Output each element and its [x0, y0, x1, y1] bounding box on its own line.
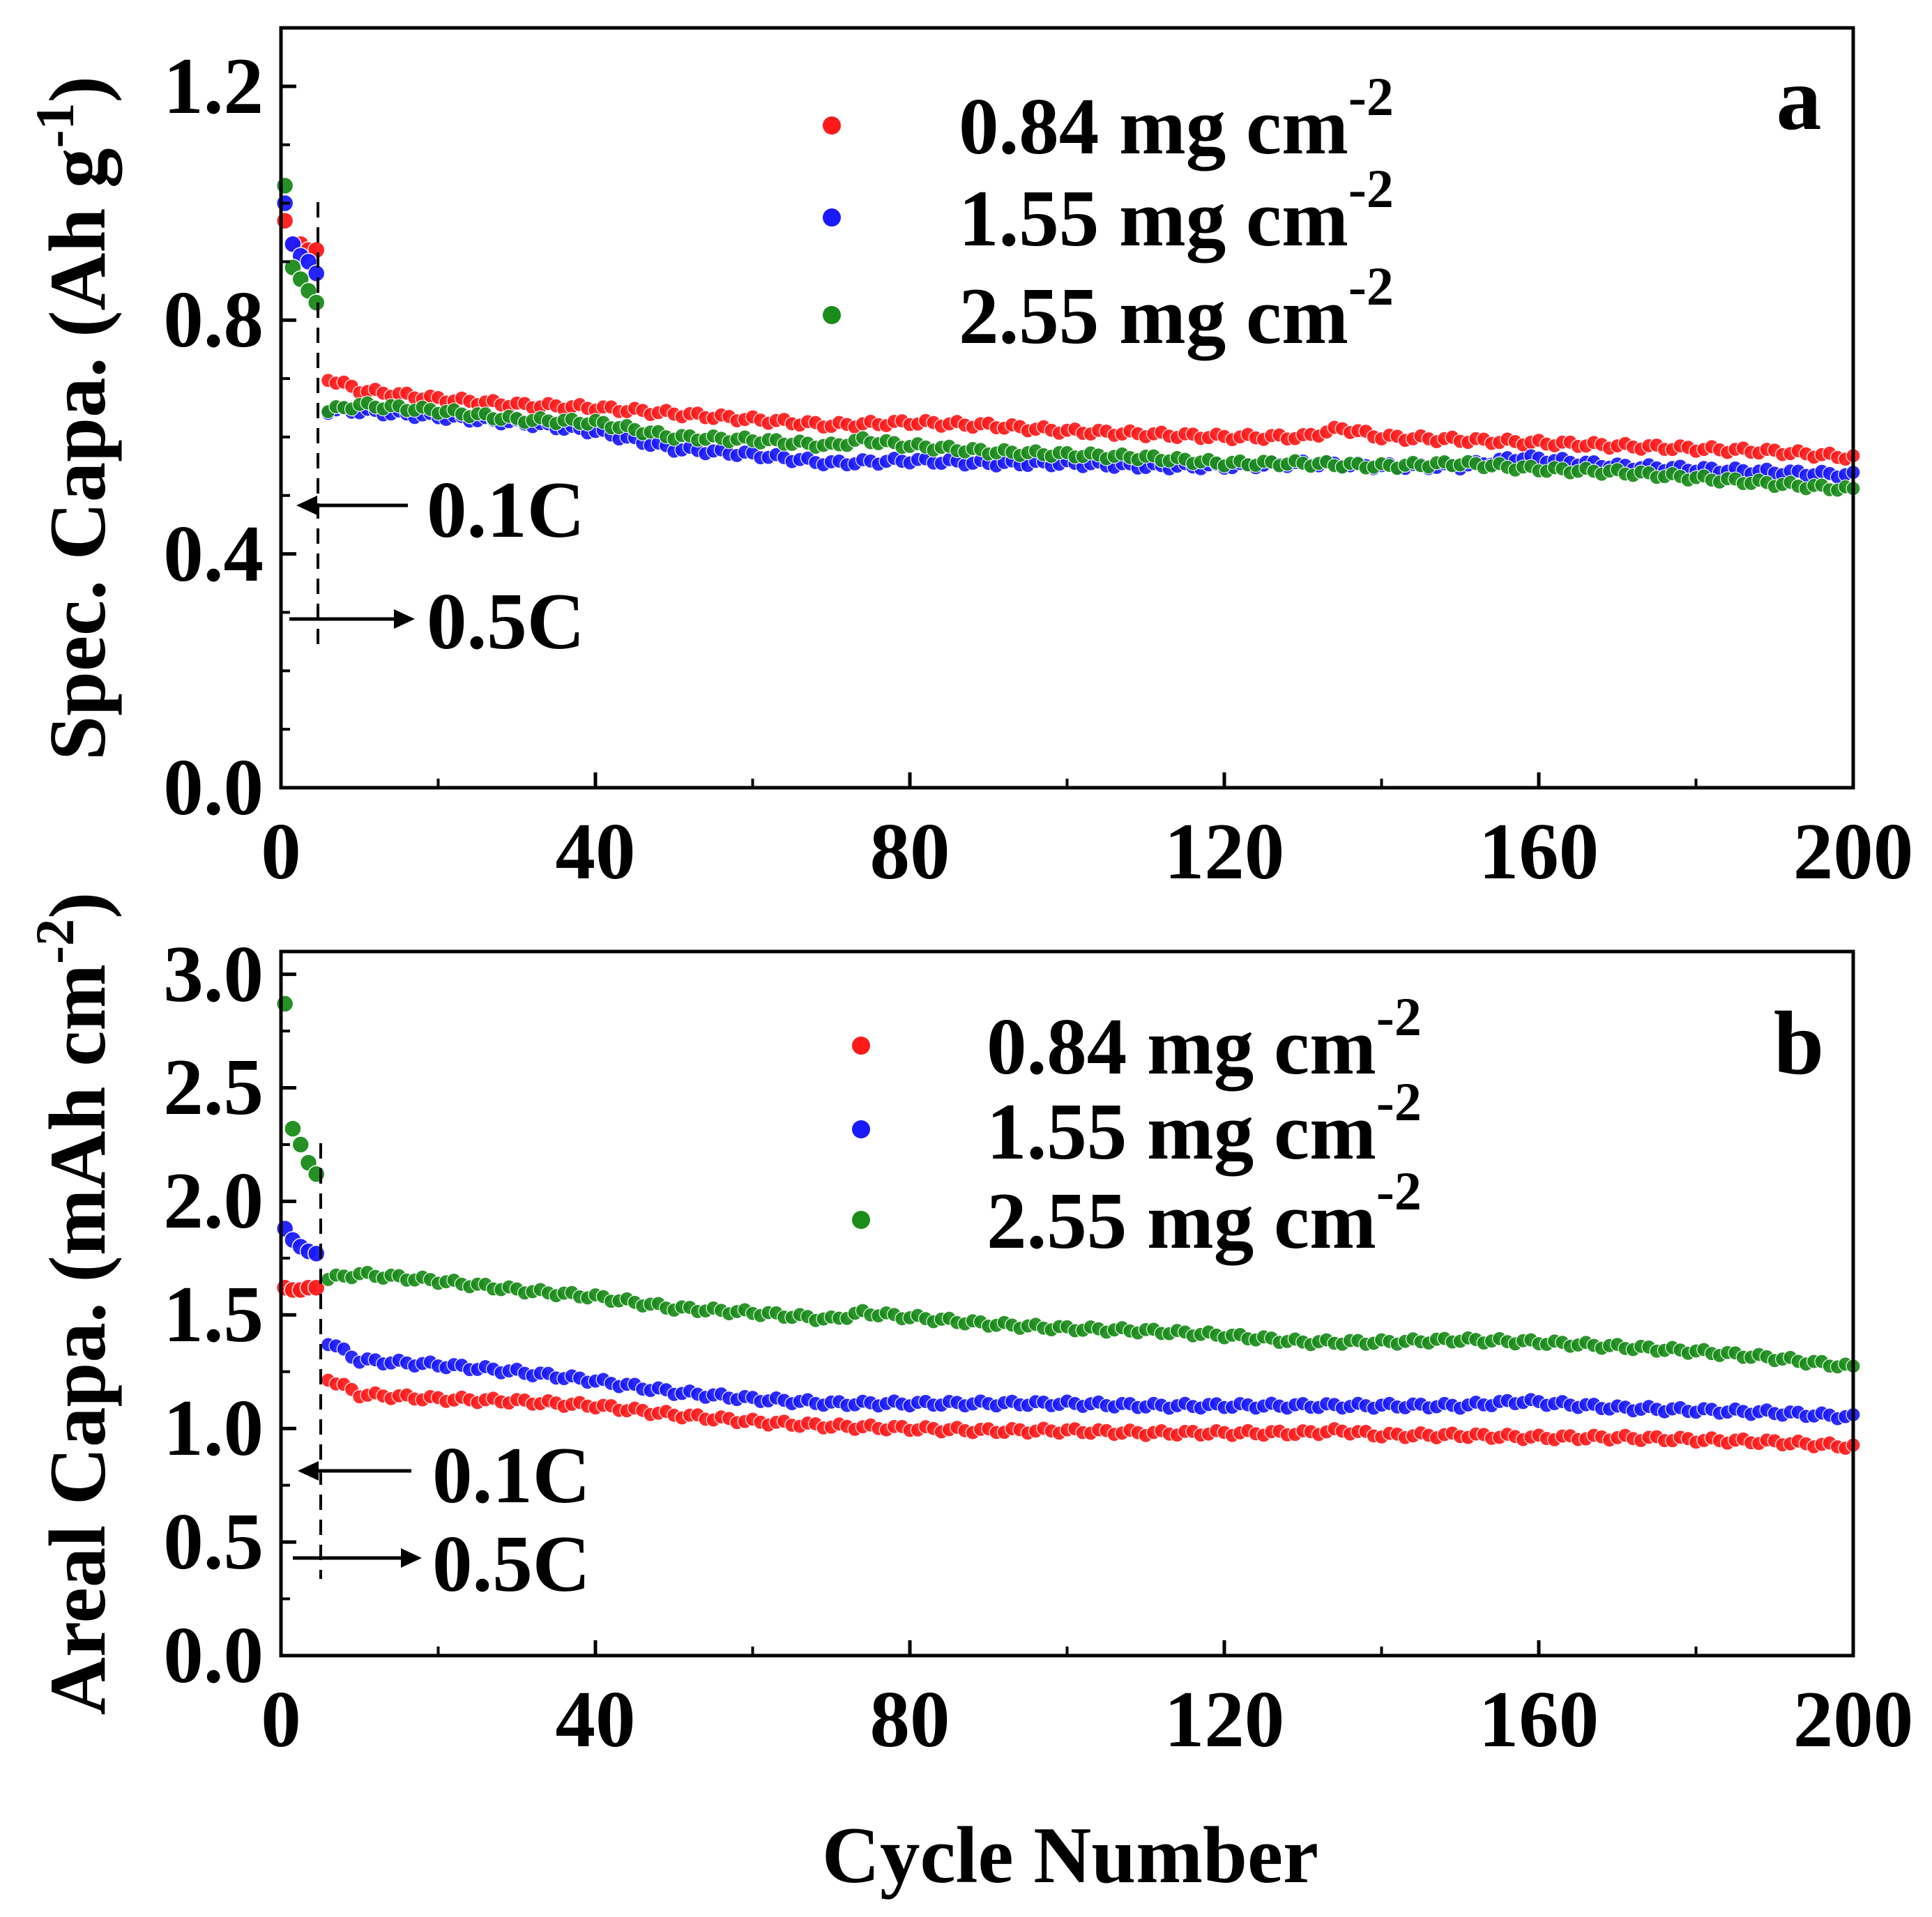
- panel-a-rate-annotation: 0.1C 0.5C: [289, 466, 585, 666]
- arrow-left-icon: [296, 496, 317, 515]
- panel-a-x-tick-label: 40: [556, 807, 636, 896]
- series-2.55-point: [284, 1120, 302, 1138]
- panel-a-y-tick-label: 0.8: [163, 275, 264, 364]
- panel-a-axis-ticks: [279, 26, 1855, 790]
- panel-a-y-tick-label: 0.0: [163, 743, 264, 832]
- series-2.55-point: [275, 995, 294, 1013]
- panel-b-x-tick-label: 80: [870, 1675, 950, 1764]
- panel-b-axis-ticks: [279, 972, 1855, 1658]
- panel-a-x-tick-label: 0: [261, 807, 301, 896]
- panel-b-y-tick-label: 0.0: [163, 1611, 264, 1700]
- panel-b-y-axis-title: Areal Capa. (mAh cm-2): [24, 892, 122, 1716]
- panel-b-y-tick-label: 1.5: [163, 1270, 264, 1359]
- series-2.55-point: [275, 176, 294, 195]
- panel-b-areal-capacity-chart: 0 40 80 120 160 200 0.0 0.5 1.0 1.5 2.0 …: [24, 892, 1913, 1900]
- panel-a-label: a: [1777, 49, 1822, 149]
- arrow-right-icon: [401, 1548, 422, 1568]
- legend-label-0.84: 0.84 mg cm-2: [959, 66, 1394, 171]
- legend-marker-1.55: [852, 1120, 870, 1138]
- series-0.84-point: [275, 211, 294, 230]
- panel-a-spec-capacity-chart: 0 40 80 120 160 200 0.0 0.4 0.8 1.2 Spec…: [24, 26, 1914, 896]
- panel-b-label: b: [1774, 993, 1824, 1094]
- panel-a-data-markers: [275, 176, 1861, 498]
- panel-b-x-tick-label: 0: [261, 1675, 301, 1764]
- x-axis-title: Cycle Number: [822, 1811, 1318, 1900]
- series-2.55-point: [307, 1165, 326, 1184]
- panel-b-x-tick-label: 40: [556, 1675, 636, 1764]
- panel-a-x-tick-label: 160: [1479, 807, 1599, 896]
- panel-b-x-tick-label: 120: [1164, 1675, 1285, 1764]
- panel-b-y-tick-label: 3.0: [163, 930, 264, 1018]
- panel-a-y-tick-label: 1.2: [163, 42, 264, 130]
- panel-b-legend: 0.84 mg cm-2 1.55 mg cm-2 2.55 mg cm-2: [852, 986, 1422, 1265]
- series-1.55-point: [307, 264, 326, 282]
- legend-label-2.55: 2.55 mg cm-2: [959, 256, 1394, 360]
- legend-label-1.55: 1.55 mg cm-2: [959, 158, 1394, 263]
- legend-marker-2.55: [823, 306, 841, 324]
- panel-b-rate-annotation: 0.1C 0.5C: [293, 1431, 591, 1608]
- panel-b-y-tick-label: 0.5: [163, 1497, 264, 1586]
- panel-a-x-tick-label: 120: [1164, 807, 1285, 896]
- panel-a-y-tick-label: 0.4: [163, 510, 264, 598]
- legend-label-2.55: 2.55 mg cm-2: [987, 1161, 1422, 1265]
- panel-a-x-tick-label: 80: [870, 807, 950, 896]
- legend-marker-0.84: [823, 116, 841, 135]
- legend-marker-1.55: [823, 208, 841, 227]
- panel-b-y-tick-label: 1.0: [163, 1384, 264, 1472]
- panel-b-y-tick-label: 2.5: [163, 1043, 264, 1131]
- series-1.55-point: [307, 1244, 326, 1263]
- panel-b-data-markers: [275, 995, 1861, 1456]
- panel-b-x-tick-label: 200: [1793, 1675, 1914, 1764]
- arrow-right-icon: [394, 609, 415, 629]
- panel-b-rate-label-0.5c: 0.5C: [432, 1520, 591, 1608]
- panel-b-x-tick-label: 160: [1479, 1675, 1599, 1764]
- legend-marker-0.84: [852, 1037, 870, 1055]
- panel-a-rate-label-0.5c: 0.5C: [427, 577, 585, 666]
- series-2.55-point: [291, 1136, 310, 1154]
- panel-a-rate-label-0.1c: 0.1C: [427, 466, 585, 554]
- panel-a-x-tick-label: 200: [1793, 807, 1914, 896]
- panel-a-y-axis-title: Spec. Capa. (Ah g-1): [24, 76, 122, 761]
- legend-marker-2.55: [852, 1211, 870, 1229]
- arrow-left-icon: [298, 1461, 319, 1481]
- legend-label-1.55: 1.55 mg cm-2: [987, 1071, 1422, 1176]
- panel-b-rate-label-0.1c: 0.1C: [432, 1431, 591, 1520]
- panel-b-y-tick-label: 2.0: [163, 1156, 264, 1245]
- legend-label-0.84: 0.84 mg cm-2: [987, 986, 1422, 1091]
- series-2.55-point: [307, 293, 326, 312]
- panel-a-legend: 0.84 mg cm-2 1.55 mg cm-2 2.55 mg cm-2: [823, 66, 1394, 360]
